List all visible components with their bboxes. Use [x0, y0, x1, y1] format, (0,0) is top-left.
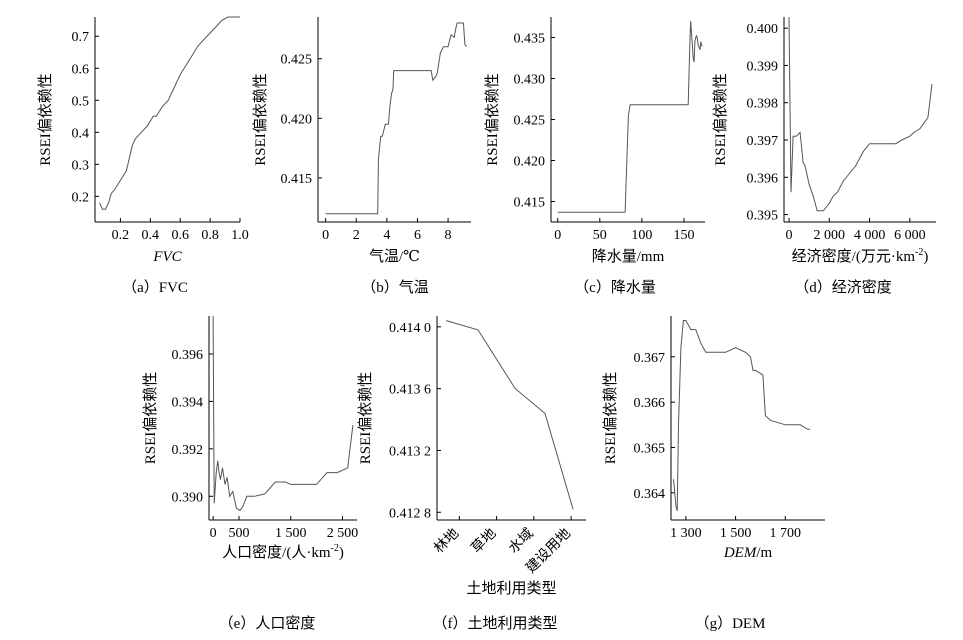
x-tick-label: 0.8	[201, 228, 219, 243]
x-tick-label: 0.6	[171, 228, 189, 243]
series-line	[446, 320, 574, 510]
chart-a: 0.2 0.3 0.4 0.5 0.6 0.7 0.2 0.4 0.6 0.8 1.0 RSEI偏依赖…	[37, 16, 249, 296]
x-axis-label: 土地利用类型	[466, 580, 556, 597]
x-axis-label: 降水量/mm	[592, 248, 665, 265]
x-tick-label: 150	[673, 228, 694, 243]
y-tick-label: 0.430	[514, 73, 546, 88]
x-tick-label: 1 300	[670, 526, 702, 541]
y-tick-label: 0.366	[634, 396, 666, 411]
x-tick-label: 1 500	[275, 526, 307, 541]
subfigure-caption: （g）DEM	[695, 615, 766, 632]
x-tick-label: 6	[414, 228, 421, 243]
series-line	[673, 320, 811, 512]
y-tick-label: 0.414 0	[389, 321, 431, 336]
x-tick-label: 1 500	[720, 526, 752, 541]
y-tick-label: 0.5	[72, 94, 90, 109]
x-tick-label: 1.0	[231, 228, 249, 243]
x-tick-label: 8	[445, 228, 452, 243]
y-tick-label: 0.396	[172, 348, 204, 363]
x-axis-label: FVC	[152, 249, 182, 265]
x-tick-label: 0	[554, 228, 561, 243]
chart-g: 0.364 0.365 0.366 0.367 1 300 1 500 1 700 RSEI偏…	[602, 316, 825, 632]
y-tick-label: 0.413 6	[389, 383, 431, 398]
y-tick-label: 0.415	[514, 196, 546, 211]
y-tick-label: 0.415	[281, 172, 313, 187]
x-tick-label: 0.4	[142, 228, 160, 243]
y-axis-label: RSEI偏依赖性	[602, 372, 619, 465]
x-axis-label: DEM/m	[723, 545, 773, 561]
y-tick-label: 0.3	[72, 158, 90, 173]
y-tick-label: 0.367	[634, 351, 666, 366]
x-tick-label: 2	[353, 228, 360, 243]
y-tick-label: 0.390	[172, 490, 204, 505]
x-tick-label: 2 500	[327, 526, 359, 541]
subfigure-caption: （d）经济密度	[794, 279, 892, 296]
y-axis-label: RSEI偏依赖性	[37, 73, 54, 166]
x-tick-label: 1 700	[770, 526, 802, 541]
y-axis-label: RSEI偏依赖性	[252, 73, 269, 166]
y-tick-label: 0.396	[747, 171, 779, 186]
y-tick-label: 0.4	[72, 126, 90, 141]
y-tick-label: 0.420	[514, 155, 546, 170]
y-tick-label: 0.420	[281, 112, 313, 127]
y-tick-label: 0.398	[747, 97, 779, 112]
x-tick-label: 林地	[431, 526, 462, 557]
y-tick-label: 0.397	[747, 134, 779, 149]
y-tick-label: 0.413 2	[389, 444, 431, 459]
subfigure-caption: （a）FVC	[122, 279, 188, 296]
y-tick-label: 0.425	[281, 53, 313, 68]
x-tick-label: 0	[210, 526, 217, 541]
subfigure-caption: （e）人口密度	[219, 615, 316, 632]
x-axis-label: 经济密度/(万元·km-2)	[792, 247, 929, 265]
x-axis-label: 人口密度/(人·km-2)	[222, 543, 344, 561]
subfigure-caption: （c）降水量	[574, 279, 656, 296]
y-tick-label: 0.399	[747, 59, 779, 74]
x-tick-label: 0	[322, 228, 329, 243]
y-tick-label: 0.435	[514, 32, 546, 47]
chart-e: 0.390 0.392 0.394 0.396 0 500 1 500 2 500 RSEI偏依…	[142, 315, 359, 632]
x-tick-label: 4 000	[854, 228, 886, 243]
series-line	[557, 21, 703, 213]
y-tick-label: 0.364	[634, 487, 666, 502]
series-line	[788, 16, 933, 212]
y-axis-label: RSEI偏依赖性	[484, 73, 501, 166]
y-axis-label: RSEI偏依赖性	[357, 372, 374, 465]
y-tick-label: 0.400	[747, 22, 779, 37]
y-tick-label: 0.425	[514, 114, 546, 129]
x-tick-label: 草地	[468, 526, 499, 557]
chart-c: 0.415 0.420 0.425 0.430 0.435 0 50 100 150 RSEI偏依…	[484, 17, 705, 296]
y-tick-label: 0.412 8	[389, 506, 431, 521]
x-tick-label: 6 000	[894, 228, 926, 243]
x-tick-label: 50	[593, 228, 607, 243]
y-tick-label: 0.365	[634, 441, 666, 456]
x-tick-label: 2 000	[814, 228, 846, 243]
series-line	[99, 16, 240, 210]
subfigure-caption: （b）气温	[361, 279, 429, 296]
x-tick-label: 0.2	[112, 228, 130, 243]
y-tick-label: 0.392	[172, 443, 204, 458]
series-line	[212, 315, 354, 512]
y-axis-label: RSEI偏依赖性	[712, 73, 729, 166]
chart-f: 0.412 80.413 20.413 60.414 0林地 草地 水域建设用地RS…	[357, 316, 586, 632]
y-tick-label: 0.395	[747, 209, 779, 224]
y-tick-label: 0.2	[72, 190, 90, 205]
chart-d: 0.395 0.396 0.397 0.398 0.399 0.400 0 2 000 4 00…	[712, 16, 936, 296]
x-tick-label: 水域	[506, 526, 537, 557]
y-tick-label: 0.7	[72, 30, 90, 45]
subfigure-caption: （f）土地利用类型	[433, 615, 558, 632]
series-line	[325, 22, 467, 215]
y-tick-label: 0.6	[72, 62, 90, 77]
x-tick-label: 500	[229, 526, 250, 541]
x-tick-label: 100	[631, 228, 652, 243]
x-tick-label: 4	[383, 228, 390, 243]
x-axis-label: 气温/℃	[369, 248, 420, 265]
y-axis-label: RSEI偏依赖性	[142, 372, 159, 465]
y-tick-label: 0.394	[172, 395, 204, 410]
x-tick-label: 0	[786, 228, 793, 243]
